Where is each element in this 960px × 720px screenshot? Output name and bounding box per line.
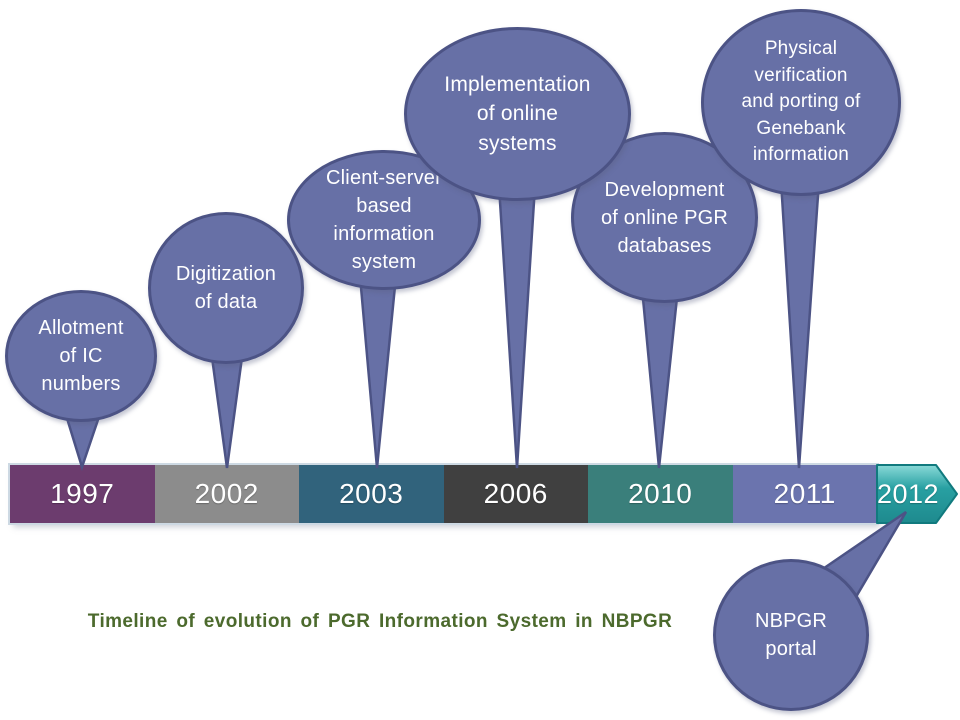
timeline-segment-2010: 2010 <box>588 465 733 523</box>
callout-label-2010: Development of online PGR databases <box>600 178 729 257</box>
callout-label-2011: Physical verification and porting of Gen… <box>741 38 861 166</box>
callout-balloon-2011: Physical verification and porting of Gen… <box>701 9 901 196</box>
callout-balloon-2002: Digitization of data <box>148 212 304 364</box>
callout-label-2006: Implementation of online systems <box>444 72 591 155</box>
callout-tail-2006 <box>497 184 537 469</box>
timeline-segment-2011: 2011 <box>732 465 877 523</box>
slide-caption: Timeline of evolution of PGR Information… <box>87 611 673 632</box>
callout-balloon-2012: NBPGR portal <box>713 559 869 711</box>
year-label-2002: 2002 <box>194 478 259 509</box>
callout-tail-2003 <box>358 274 398 469</box>
callout-balloon-2010: Development of online PGR databases <box>571 132 758 303</box>
year-label-container-2012: 2012 <box>874 465 942 523</box>
callout-balloon-2006: Implementation of online systems <box>404 27 631 201</box>
callout-label-2012: NBPGR portal <box>754 610 828 660</box>
callout-tail-2011 <box>779 179 821 469</box>
timeline-segment-2006: 2006 <box>443 465 588 523</box>
timeline-segment-1997: 1997 <box>10 465 155 523</box>
callout-label-2002: Digitization of data <box>175 263 277 313</box>
callout-tail-2002 <box>209 348 245 469</box>
year-label-1997: 1997 <box>50 478 115 509</box>
callout-label-1997: Allotment of IC numbers <box>38 317 124 395</box>
timeline-segment-2002: 2002 <box>154 465 299 523</box>
callout-tail-2010 <box>640 286 680 469</box>
callout-label-2003: Client-server based information system <box>326 167 442 273</box>
timeline-bar: 1997 2002 2003 2006 2010 2011 <box>10 465 877 523</box>
year-label-2006: 2006 <box>483 478 548 509</box>
callout-balloon-1997: Allotment of IC numbers <box>5 290 157 422</box>
year-label-2003: 2003 <box>339 478 404 509</box>
year-label-2011: 2011 <box>773 478 836 509</box>
timeline-segment-2003: 2003 <box>299 465 444 523</box>
year-label-2010: 2010 <box>628 478 693 509</box>
year-label-2012: 2012 <box>876 478 940 509</box>
